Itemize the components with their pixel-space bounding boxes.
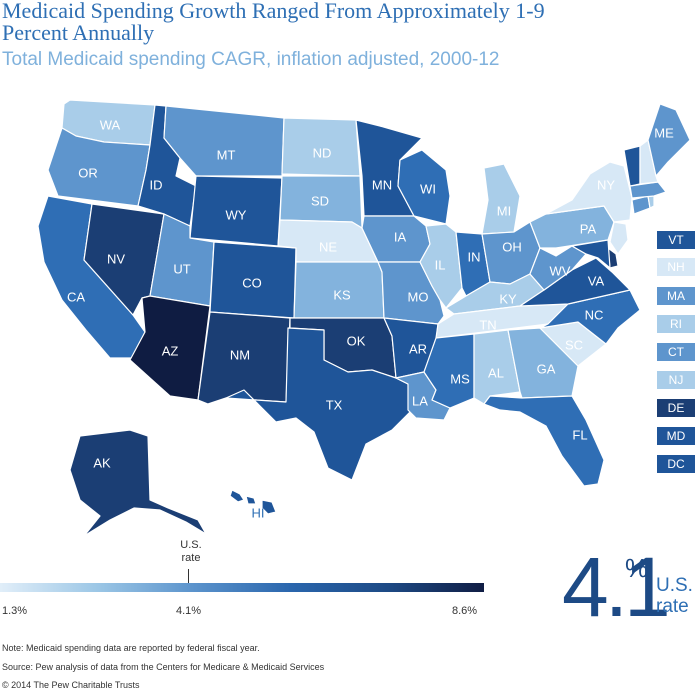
state-AZ — [129, 295, 211, 401]
legend-box-RI: RI — [657, 315, 695, 333]
source-text: Source: Pew analysis of data from the Ce… — [2, 662, 325, 672]
legend-box-MA: MA — [657, 287, 695, 305]
legend-box-NJ: NJ — [657, 371, 695, 389]
state-CT — [631, 195, 651, 215]
label-NC: NC — [585, 307, 604, 322]
chart-subtitle: Total Medicaid spending CAGR, inflation … — [2, 49, 500, 70]
label-WA: WA — [100, 117, 121, 132]
label-CA: CA — [67, 289, 85, 304]
label-UT: UT — [173, 261, 190, 276]
label-NM: NM — [230, 347, 250, 362]
copyright-text: © 2014 The Pew Charitable Trusts — [2, 680, 140, 690]
state-WI — [397, 149, 451, 225]
chart-title: Medicaid Spending Growth Ranged From App… — [2, 0, 545, 45]
label-FL: FL — [572, 427, 587, 442]
scale-mid-label: 4.1% — [176, 605, 202, 617]
legend-box-VT: VT — [657, 231, 695, 249]
label-SD: SD — [311, 193, 329, 208]
label-IA: IA — [394, 229, 407, 244]
legend-box-CT: CT — [657, 343, 695, 361]
state-HI — [229, 489, 245, 503]
label-AZ: AZ — [162, 343, 179, 358]
note-text: Note: Medicaid spending data are reporte… — [2, 643, 260, 653]
label-OR: OR — [78, 165, 98, 180]
legend-box-NH: NH — [657, 258, 695, 276]
state-HI-2 — [261, 499, 277, 515]
label-VA: VA — [588, 273, 605, 288]
state-MI — [481, 163, 521, 235]
state-TX — [225, 327, 413, 481]
label-IN: IN — [468, 249, 481, 264]
label-KY: KY — [499, 291, 517, 306]
scale-marker-tick — [188, 569, 189, 583]
label-ND: ND — [313, 145, 332, 160]
us-rate-percent-sign: % — [625, 553, 649, 583]
label-TX: TX — [326, 397, 343, 412]
state-NH — [639, 139, 659, 185]
label-MO: MO — [408, 289, 429, 304]
legend-box-DE: DE — [657, 399, 695, 417]
scale-min-label: 1.3% — [2, 605, 28, 617]
state-VA — [519, 257, 631, 307]
label-NV: NV — [107, 251, 125, 266]
state-ME — [647, 103, 691, 177]
label-AK: AK — [93, 455, 111, 470]
label-WY: WY — [226, 207, 247, 222]
label-OH: OH — [502, 239, 522, 254]
label-MT: MT — [217, 147, 236, 162]
color-scale-bar — [0, 583, 484, 592]
us-rate-label: U.S. rate — [656, 575, 693, 617]
label-PA: PA — [580, 221, 597, 236]
label-CO: CO — [242, 275, 262, 290]
label-KS: KS — [333, 287, 351, 302]
label-ID: ID — [150, 177, 163, 192]
state-HI-3 — [245, 495, 257, 505]
us-rate-value: 4.1 — [562, 540, 671, 634]
label-AR: AR — [409, 341, 427, 356]
label-AL: AL — [488, 365, 504, 380]
label-MI: MI — [497, 203, 511, 218]
state-AK — [69, 429, 207, 537]
label-WI: WI — [420, 181, 436, 196]
state-MT — [163, 105, 285, 177]
label-TN: TN — [479, 317, 496, 332]
state-IL — [419, 223, 463, 309]
label-OK: OK — [347, 333, 366, 348]
scale-marker-label: U.S. rate — [180, 539, 202, 564]
label-MS: MS — [450, 371, 470, 386]
legend-box-MD: MD — [657, 427, 695, 445]
state-NY — [545, 161, 633, 223]
label-GA: GA — [537, 361, 556, 376]
label-LA: LA — [412, 393, 428, 408]
state-MD — [571, 239, 611, 269]
legend-box-DC: DC — [657, 455, 695, 473]
label-NE: NE — [319, 239, 337, 254]
label-WV: WV — [550, 263, 571, 278]
scale-max-label: 8.6% — [452, 605, 478, 617]
state-FL — [483, 395, 605, 487]
state-NJ — [609, 221, 629, 255]
label-MN: MN — [372, 177, 392, 192]
label-HI: HI — [252, 505, 265, 520]
label-NY: NY — [597, 177, 615, 192]
label-SC: SC — [565, 337, 583, 352]
label-IL: IL — [435, 257, 446, 272]
label-ME: ME — [654, 125, 674, 140]
